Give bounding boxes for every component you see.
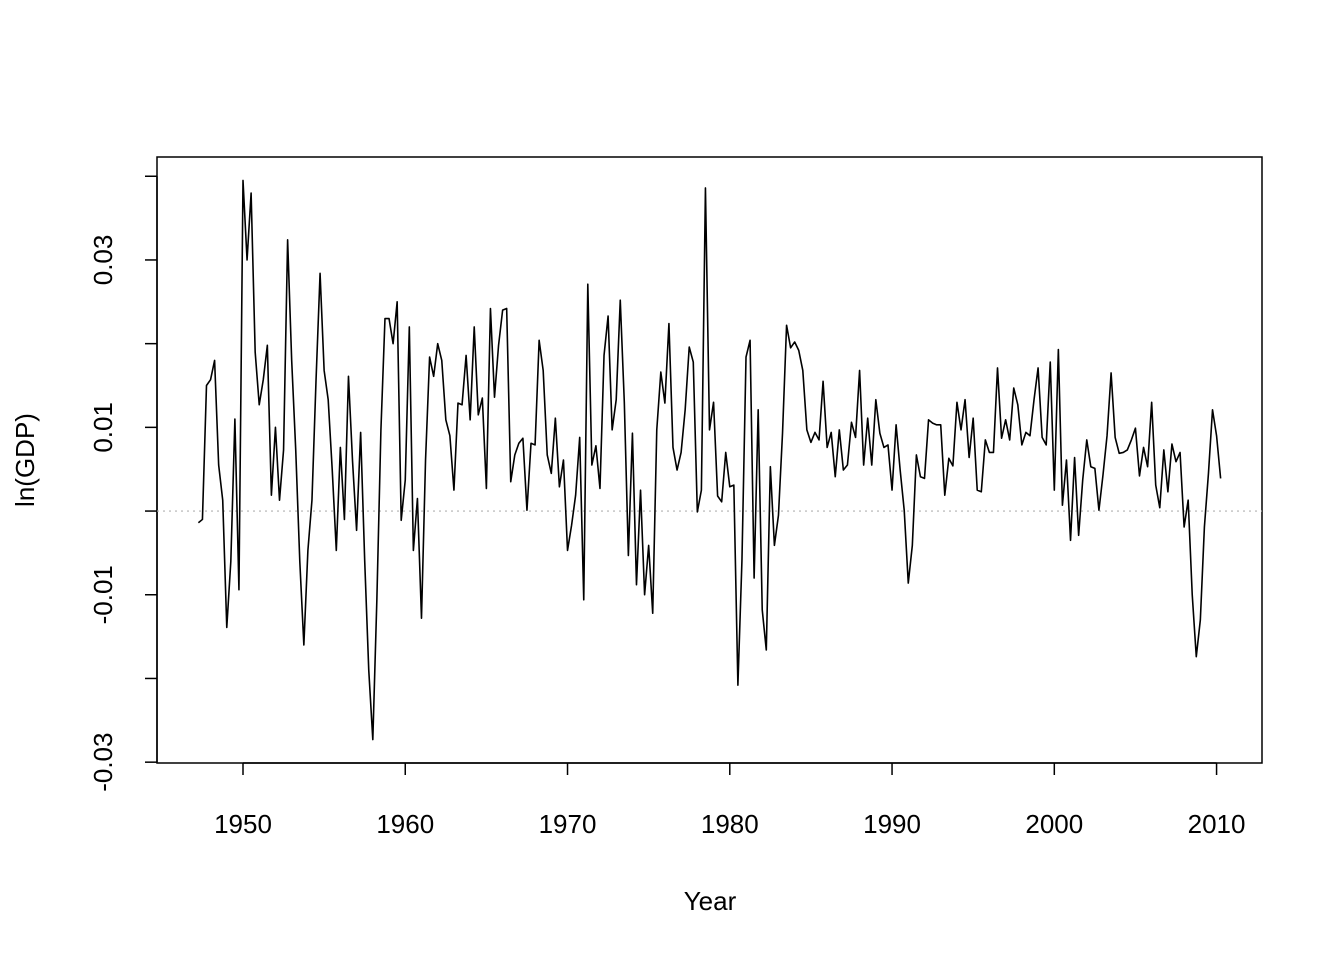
x-tick-label: 1950 bbox=[214, 809, 272, 839]
x-tick-label: 1990 bbox=[863, 809, 921, 839]
y-tick-label: -0.03 bbox=[88, 733, 118, 792]
x-tick-label: 2000 bbox=[1025, 809, 1083, 839]
y-tick-label: 0.03 bbox=[88, 235, 118, 286]
x-tick-label: 1970 bbox=[539, 809, 597, 839]
x-tick-label: 1960 bbox=[376, 809, 434, 839]
x-tick-label: 2010 bbox=[1188, 809, 1246, 839]
data-line bbox=[197, 179, 1222, 741]
y-axis-title: ln(GDP) bbox=[10, 413, 40, 507]
x-axis-title: Year bbox=[684, 886, 737, 916]
y-tick-label: -0.01 bbox=[88, 565, 118, 624]
plot-box bbox=[156, 156, 1263, 764]
y-tick-label: 0.01 bbox=[88, 402, 118, 453]
x-tick-label: 1980 bbox=[701, 809, 759, 839]
